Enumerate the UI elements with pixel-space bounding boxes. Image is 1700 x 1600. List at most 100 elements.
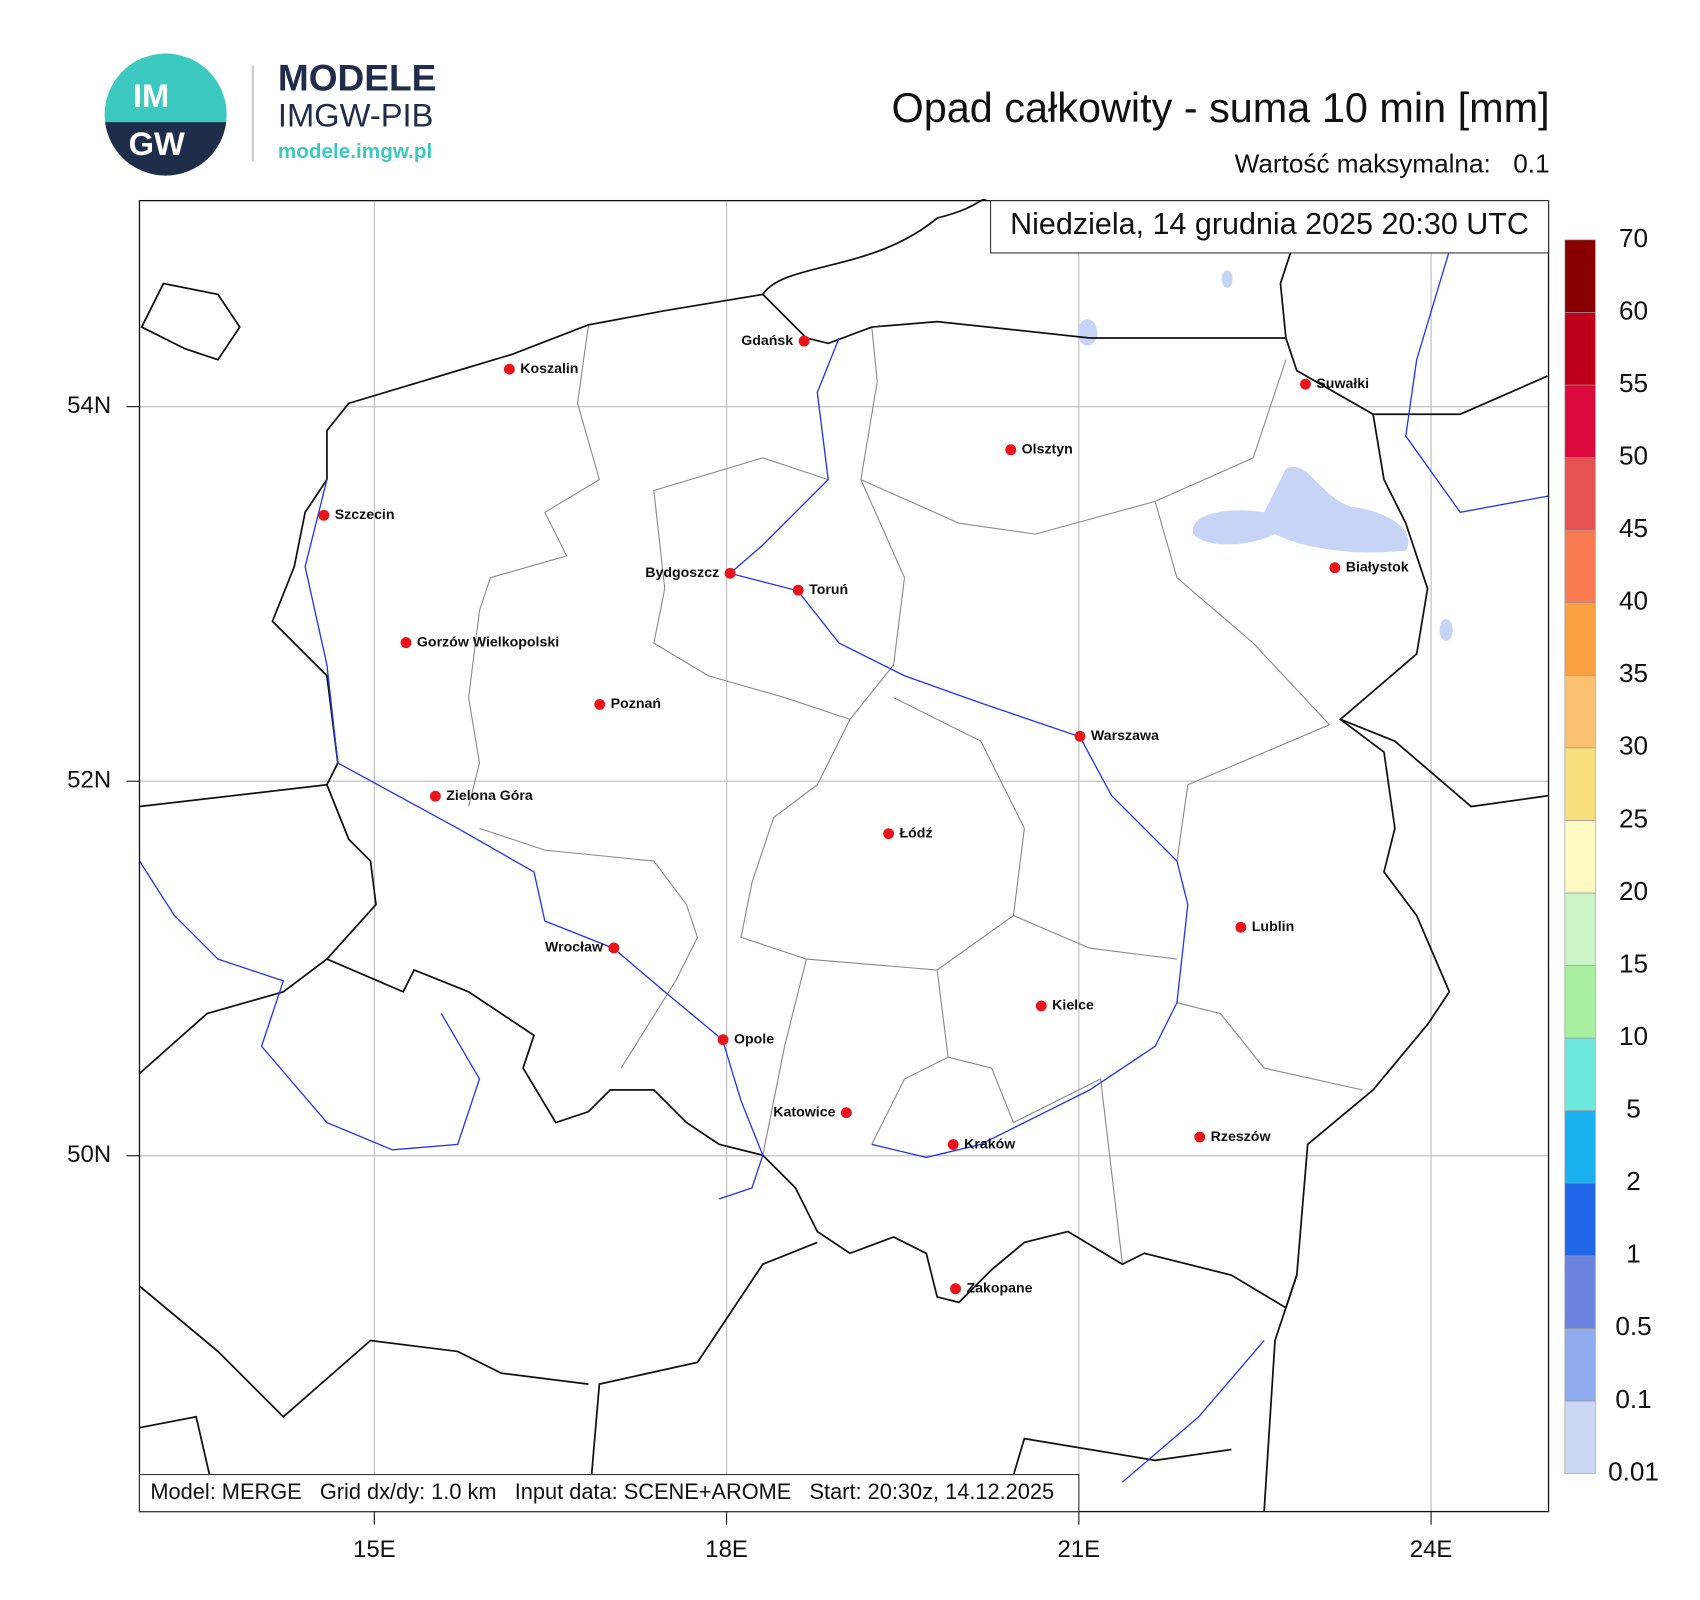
colorbar-box xyxy=(1564,1037,1596,1111)
url: modele.imgw.pl xyxy=(278,140,432,163)
city-marker xyxy=(318,509,330,521)
footer: Model: MERGE Grid dx/dy: 1.0 km Input da… xyxy=(150,1479,1054,1504)
colorbar-label: 0.1 xyxy=(1615,1384,1651,1414)
city-label: Koszalin xyxy=(520,361,578,377)
colorbar-box xyxy=(1564,1328,1596,1402)
colorbar-box xyxy=(1564,312,1596,386)
city-label: Toruń xyxy=(809,582,848,598)
river xyxy=(1122,1340,1265,1483)
city-label: Warszawa xyxy=(1091,728,1159,744)
colorbar-label: 0.5 xyxy=(1615,1311,1651,1341)
city-marker xyxy=(798,335,810,347)
city-label: Opole xyxy=(734,1031,774,1047)
city-marker xyxy=(400,637,412,649)
city-marker xyxy=(792,584,804,596)
city-label: Katowice xyxy=(773,1104,835,1120)
colorbar-label: 70 xyxy=(1619,223,1648,253)
colorbar-box xyxy=(1564,384,1596,458)
city-label: Kraków xyxy=(964,1136,1016,1152)
map-background xyxy=(139,200,1549,1512)
colorbar-label: 50 xyxy=(1619,440,1648,470)
country-border xyxy=(1373,375,1548,416)
city-label: Szczecin xyxy=(335,507,395,523)
colorbar-label: 0.01 xyxy=(1608,1456,1659,1486)
country-border xyxy=(1263,1274,1298,1512)
max-label: Wartość maksymalna: xyxy=(1235,149,1491,179)
footer-box xyxy=(138,1474,1080,1513)
y-tick-label: 50N xyxy=(67,1141,111,1168)
colorbar-box xyxy=(1564,820,1596,894)
city-marker xyxy=(608,942,620,954)
colorbar-label: 2 xyxy=(1626,1166,1641,1196)
logo-text: IM xyxy=(133,77,169,114)
x-tick-label: 18E xyxy=(705,1536,748,1563)
country-border xyxy=(138,958,328,1075)
colorbar-box xyxy=(1564,1182,1596,1257)
max-value: 0.1 xyxy=(1513,149,1549,179)
x-tick-label: 15E xyxy=(353,1536,396,1563)
city-label: Zakopane xyxy=(966,1280,1032,1296)
city-marker xyxy=(840,1107,852,1119)
colorbar-label: 1 xyxy=(1626,1239,1641,1269)
colorbar-box xyxy=(1564,239,1596,313)
coastline xyxy=(762,198,987,295)
city-marker xyxy=(947,1139,959,1150)
country-border xyxy=(271,293,1451,1310)
city-marker xyxy=(950,1283,962,1295)
y-tick-label: 54N xyxy=(67,392,111,419)
country-border xyxy=(138,1285,589,1418)
logo: IM GW MODELE IMGW-PIB modele.imgw.pl xyxy=(104,53,436,176)
river xyxy=(728,337,1189,1159)
colorbar-label: 25 xyxy=(1619,803,1648,833)
lake xyxy=(1221,270,1233,288)
city-label: Białystok xyxy=(1346,559,1409,575)
colorbar-label: 20 xyxy=(1619,876,1648,906)
city-marker xyxy=(1035,1000,1047,1012)
x-tick-label: 24E xyxy=(1410,1536,1453,1563)
region-border xyxy=(762,958,807,1156)
logo-text: GW xyxy=(129,125,185,162)
city-marker xyxy=(1300,378,1311,390)
lake xyxy=(1077,319,1098,346)
city-label: Suwałki xyxy=(1316,376,1369,392)
region-border xyxy=(860,326,1287,535)
city-label: Łódź xyxy=(900,825,933,841)
region-border xyxy=(1176,724,1330,862)
city-marker xyxy=(1194,1131,1206,1143)
city-marker xyxy=(724,567,736,579)
region-border xyxy=(1176,1002,1363,1091)
borders xyxy=(138,198,1549,1512)
region-border xyxy=(653,457,906,720)
city-marker xyxy=(1005,444,1017,456)
city-marker xyxy=(594,698,606,710)
colorbar-box xyxy=(1564,457,1596,531)
city-label: Poznań xyxy=(611,696,661,712)
region-border xyxy=(1154,501,1330,726)
city-label: Olsztyn xyxy=(1022,441,1073,457)
city-marker xyxy=(717,1034,729,1046)
colorbar-label: 10 xyxy=(1619,1021,1648,1051)
island xyxy=(140,282,241,361)
region-border xyxy=(468,324,600,807)
city-label: Wrocław xyxy=(545,940,604,956)
map: Koszalin Gdańsk Suwałki Olsztyn Szczecin Bydg… xyxy=(67,198,1550,1563)
colorbar-label: 45 xyxy=(1619,513,1648,543)
city-marker xyxy=(503,363,515,375)
colorbar-box xyxy=(1564,1400,1596,1474)
lake xyxy=(1192,466,1409,553)
city-marker xyxy=(1074,730,1086,742)
country-border xyxy=(1340,718,1549,808)
date: Niedziela, 14 grudnia 2025 20:30 UTC xyxy=(1010,207,1529,241)
region-border xyxy=(1013,915,1177,960)
region-border xyxy=(479,827,699,1069)
colorbar-label: 30 xyxy=(1619,731,1648,761)
colorbar-label: 5 xyxy=(1626,1094,1641,1124)
colorbar-label: 35 xyxy=(1619,658,1648,688)
lakes xyxy=(1077,270,1453,641)
country-border xyxy=(587,1241,818,1512)
title: Opad całkowity - suma 10 min [mm] xyxy=(892,85,1550,131)
x-tick-label: 21E xyxy=(1058,1536,1101,1563)
colorbar-box xyxy=(1564,747,1596,821)
